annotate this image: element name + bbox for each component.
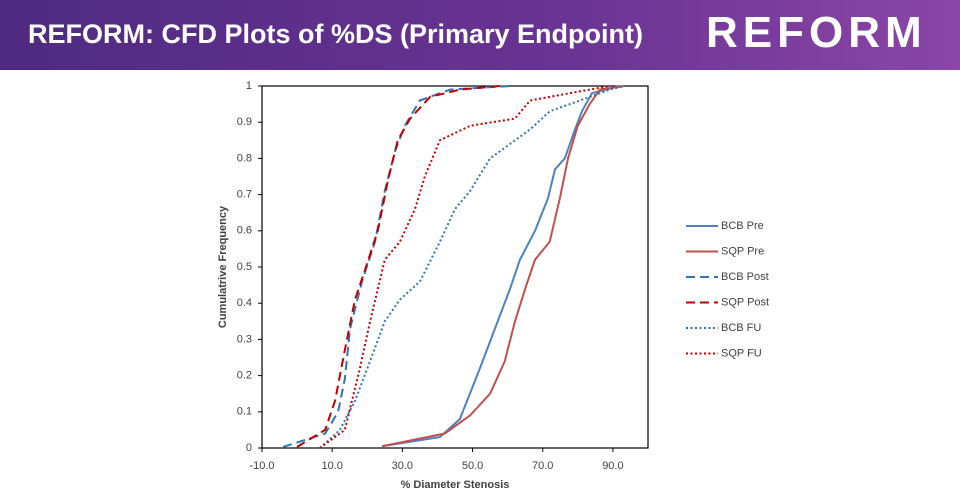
series-line [319, 85, 610, 449]
series-line [282, 85, 511, 448]
header-bar: REFORM: CFD Plots of %DS (Primary Endpoi… [0, 0, 960, 70]
slide-title: REFORM: CFD Plots of %DS (Primary Endpoi… [28, 19, 644, 49]
logo: REFORM [706, 8, 927, 57]
y-tick-label: 0.9 [237, 116, 252, 128]
y-tick-label: 0.8 [237, 152, 252, 164]
x-axis-title: % Diameter Stenosis [401, 479, 510, 491]
legend-label: SQP Pre [721, 245, 764, 257]
y-axis-title: Cumulatrive Frequency [217, 205, 229, 328]
series-line [381, 85, 625, 448]
legend-label: BCB Pre [721, 220, 764, 232]
y-tick-label: 0.5 [237, 261, 252, 273]
plot-frame [261, 85, 649, 449]
y-tick-label: 0.4 [237, 297, 252, 309]
y-tick-label: 0.1 [237, 406, 252, 418]
legend-label: SQP FU [721, 347, 762, 359]
chart: 0 0.1 0.2 0.3 0.4 0.5 0.6 0.7 0.8 0.9 1 -10.0 10.0 30… [217, 80, 769, 491]
y-tick-label: 0.2 [237, 370, 252, 382]
legend-label: SQP Post [721, 296, 769, 308]
x-tick-label: 50.0 [462, 460, 483, 472]
y-tick-label: 0.7 [237, 189, 252, 201]
y-tick-label: 1 [246, 80, 252, 92]
x-tick-label: 90.0 [602, 460, 623, 472]
y-tick-label: 0.3 [237, 333, 252, 345]
legend-label: BCB Post [721, 271, 769, 283]
series-line [381, 85, 621, 448]
legend-label: BCB FU [721, 322, 761, 334]
series-line [296, 85, 500, 448]
x-tick-label: -10.0 [249, 460, 274, 472]
y-tick-label: 0.6 [237, 225, 252, 237]
x-tick-label: 30.0 [392, 460, 413, 472]
x-tick-label: 10.0 [321, 460, 342, 472]
x-tick-label: 70.0 [532, 460, 553, 472]
y-tick-label: 0 [246, 442, 252, 454]
